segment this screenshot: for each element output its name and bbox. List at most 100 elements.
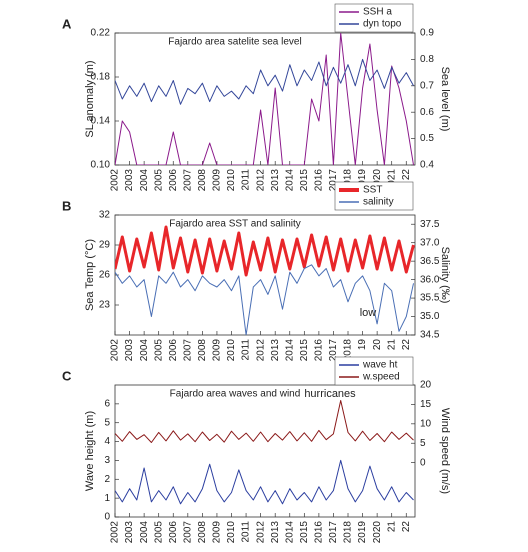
x-tick-label: 19 xyxy=(357,339,368,351)
y-axis-label: SL anomaly (m) xyxy=(84,60,96,137)
y-axis-label: Wave height (m) xyxy=(84,411,96,491)
x-tick-label: 21 xyxy=(386,339,397,351)
y2-tick-label: 20 xyxy=(420,380,432,391)
x-tick-label: 2020 xyxy=(372,521,383,544)
x-tick-label: 2014 xyxy=(284,521,295,544)
plot-frame xyxy=(114,384,416,518)
x-tick-label: 2002 xyxy=(110,521,121,544)
x-tick-label: 2016 xyxy=(314,169,325,192)
y-tick-label: 3 xyxy=(104,455,110,466)
legend-box xyxy=(334,181,414,211)
x-tick-label: 2014 xyxy=(284,339,295,362)
y-tick-label: 4 xyxy=(104,436,110,447)
series-line xyxy=(115,225,415,277)
y-tick-label: 29 xyxy=(99,240,111,251)
x-tick-label: 2006 xyxy=(168,339,179,362)
x-tick-label: 2007 xyxy=(182,521,193,544)
legend-label: salinity xyxy=(363,197,394,208)
x-tick-label: 2004 xyxy=(139,169,150,192)
y-tick-label: 23 xyxy=(99,300,111,311)
x-tick-label: 2002 xyxy=(110,339,121,362)
x-tick-label: 2005 xyxy=(153,521,164,544)
legend-label: w.speed xyxy=(362,372,400,383)
series-line xyxy=(115,58,414,105)
x-tick-label: 2010 xyxy=(226,339,237,362)
x-tick-label: 2004 xyxy=(139,339,150,362)
y-tick-label: 0.22 xyxy=(91,28,111,39)
y2-axis-label: Wind speed (m/s) xyxy=(439,408,451,494)
x-tick-label: 2011 xyxy=(241,339,252,361)
y2-tick-label: 0.8 xyxy=(420,54,434,65)
x-tick-label: 2017 xyxy=(328,339,339,362)
x-tick-label: 2009 xyxy=(212,169,223,192)
y2-tick-label: 0 xyxy=(420,457,426,468)
y-tick-label: 32 xyxy=(99,210,111,221)
y-tick-label: 0.10 xyxy=(91,160,111,171)
y2-tick-label: 35.5 xyxy=(420,293,440,304)
y2-tick-label: 0.6 xyxy=(420,107,434,118)
x-tick-label: 20 xyxy=(372,339,383,351)
x-tick-label: 2015 xyxy=(299,339,310,362)
panel-label: A xyxy=(62,16,72,31)
annotation: hurricanes xyxy=(304,388,356,400)
x-tick-label: 2012 xyxy=(255,169,266,192)
series-line xyxy=(115,33,414,165)
y2-tick-label: 35.0 xyxy=(420,311,440,322)
y-tick-label: 26 xyxy=(99,270,111,281)
x-tick-label: 2014 xyxy=(284,169,295,192)
y-tick-label: 1 xyxy=(104,493,110,504)
y2-tick-label: 0.9 xyxy=(420,28,434,39)
series-line xyxy=(115,400,414,443)
series-line xyxy=(115,459,414,505)
legend-box xyxy=(334,356,414,386)
x-tick-label: 2019 xyxy=(357,521,368,544)
x-tick-label: 2013 xyxy=(270,521,281,544)
x-tick-label: 2013 xyxy=(270,169,281,192)
y2-tick-label: 0.4 xyxy=(420,160,434,171)
x-tick-label: 2012 xyxy=(255,521,266,544)
y2-tick-label: 36.0 xyxy=(420,274,440,285)
panel: C Fajardo area waves and wind 0 1 2 3 4 5 6 0 5 10 1… xyxy=(62,356,451,544)
x-tick-label: 2003 xyxy=(124,169,135,192)
x-tick-label: 22 xyxy=(401,169,412,181)
y-axis-label: Sea Temp (°C) xyxy=(84,239,96,311)
x-tick-label: 2016 xyxy=(314,521,325,544)
x-tick-label: 21 xyxy=(386,521,397,533)
y-tick-label: 2 xyxy=(104,474,110,485)
x-tick-label: 2018 xyxy=(343,521,354,544)
legend-label: dyn topo xyxy=(363,19,402,30)
y-tick-label: 6 xyxy=(104,398,110,409)
panel-label: C xyxy=(62,368,72,383)
series-line xyxy=(115,264,414,335)
x-tick-label: 2002 xyxy=(110,169,121,192)
y2-tick-label: 0.7 xyxy=(420,80,434,91)
y2-tick-label: 37.5 xyxy=(420,219,440,230)
x-tick-label: 2008 xyxy=(197,339,208,362)
legend-box xyxy=(334,3,414,33)
x-tick-label: 2015 xyxy=(299,521,310,544)
x-tick-label: 2015 xyxy=(299,169,310,192)
x-tick-label: 2009 xyxy=(212,521,223,544)
y-tick-label: 5 xyxy=(104,417,110,428)
x-tick-label: 2011 xyxy=(241,169,252,191)
legend-label: SSH a xyxy=(363,7,392,18)
x-tick-label: 2018 xyxy=(343,339,354,362)
x-tick-label: 2005 xyxy=(153,339,164,362)
legend-label: SST xyxy=(363,185,382,196)
x-tick-label: 2007 xyxy=(182,339,193,362)
y2-tick-label: 15 xyxy=(420,399,432,410)
y-tick-label: 0.14 xyxy=(91,116,111,127)
chart-title: Fajardo area satelite sea level xyxy=(168,37,301,48)
x-tick-label: 22 xyxy=(401,339,412,351)
x-tick-label: 2003 xyxy=(124,339,135,362)
chart-title: Fajardo area SST and salinity xyxy=(169,219,301,230)
annotation: low xyxy=(360,307,377,319)
x-tick-label: 22 xyxy=(401,521,412,533)
panel: B Fajardo area SST and salinity 23 26 29 32 34… xyxy=(62,181,451,362)
x-tick-label: 2008 xyxy=(197,169,208,192)
y2-axis-label: Sea level (m) xyxy=(439,67,451,132)
x-tick-label: 2010 xyxy=(226,169,237,192)
panel: A Fajardo area satelite sea level 0.10 0.14… xyxy=(62,3,451,192)
y2-tick-label: 5 xyxy=(420,438,426,449)
